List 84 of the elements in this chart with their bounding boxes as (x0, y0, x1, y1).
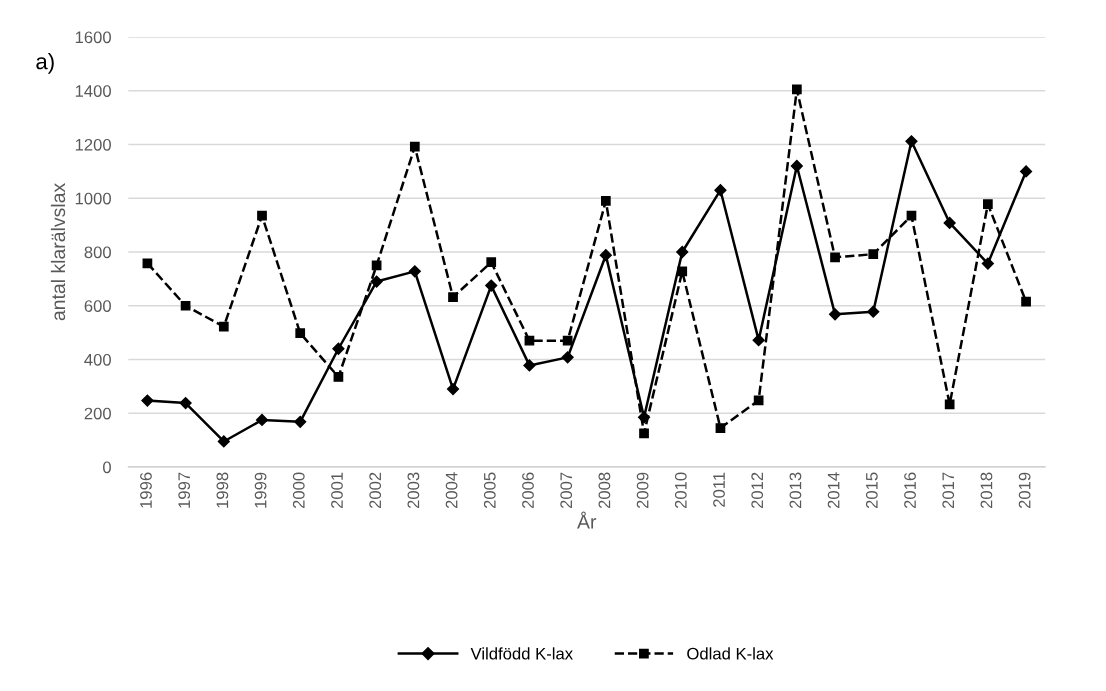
point (867, 305, 880, 318)
x-tick-label: 2016 (904, 472, 916, 509)
x-tick-label: 2001 (331, 472, 343, 509)
point (868, 249, 879, 260)
legend-label: Odlad K-lax (687, 647, 774, 660)
point (485, 279, 498, 292)
point (944, 399, 955, 410)
point (142, 258, 153, 269)
point (752, 334, 765, 347)
y-tick-label: 600 (84, 300, 111, 312)
x-tick-label: 2013 (789, 472, 802, 509)
x-tick-label: 2008 (598, 472, 611, 509)
x-tick-label: 2014 (827, 472, 840, 509)
point (294, 415, 307, 428)
point (255, 413, 269, 427)
x-tick-label: 2010 (674, 472, 687, 509)
x-tick-label: 1997 (178, 472, 191, 508)
text: a) (36, 53, 54, 74)
point (830, 252, 840, 263)
x-tick-label: 2006 (522, 472, 534, 509)
point (943, 216, 956, 230)
x-tick-label: 1999 (254, 472, 267, 508)
point (639, 428, 649, 439)
point (218, 321, 229, 332)
point (524, 335, 535, 346)
point (561, 351, 574, 364)
y-tick-label: 1600 (75, 31, 111, 44)
y-axis-title: antal klarälvslax (50, 183, 66, 321)
x-tick-label: 2009 (636, 472, 649, 509)
point (714, 184, 727, 197)
point (333, 372, 344, 382)
point (370, 275, 383, 288)
legend-label: Vildfödd K-lax (470, 647, 573, 660)
x-tick-label: 2015 (865, 472, 878, 509)
point (446, 382, 460, 396)
point (562, 335, 573, 346)
x-tick-label: 2011 (713, 472, 725, 507)
x-tick-label: 2012 (751, 472, 764, 509)
point (791, 84, 802, 95)
x-tick-label: 2019 (1018, 472, 1031, 509)
point (715, 423, 726, 433)
x-tick-label: 2005 (483, 472, 496, 509)
point (180, 300, 191, 311)
point (408, 265, 421, 278)
point (257, 210, 267, 221)
x-tick-label: 1998 (216, 472, 229, 508)
point (179, 396, 192, 410)
point (790, 159, 803, 173)
x-axis-title: År (577, 511, 597, 529)
point (983, 199, 993, 210)
x-tick-label: 1996 (140, 472, 152, 508)
point (828, 308, 842, 321)
point (217, 435, 230, 448)
point (906, 210, 917, 221)
y-tick-label: 0 (103, 461, 111, 474)
point (295, 328, 306, 339)
point (753, 395, 764, 406)
point (599, 249, 612, 262)
point (332, 342, 345, 355)
x-tick-label: 2003 (407, 472, 420, 509)
x-tick-label: 2017 (942, 472, 955, 509)
x-tick-label: 2000 (292, 472, 305, 509)
y-tick-label: 200 (84, 407, 111, 420)
point (409, 141, 420, 152)
point (677, 266, 688, 277)
y-tick-label: 1000 (75, 192, 111, 205)
point (1021, 296, 1031, 307)
point (676, 245, 689, 259)
point (1019, 165, 1033, 178)
point (981, 257, 994, 270)
point (448, 292, 458, 303)
x-tick-label: 2007 (560, 472, 573, 509)
point (486, 257, 497, 268)
x-tick-label: 2004 (445, 472, 458, 509)
x-tick-label: 2002 (369, 472, 382, 509)
point (600, 196, 611, 206)
x-tick-label: 2018 (980, 472, 993, 509)
y-tick-label: 400 (84, 353, 111, 366)
point (523, 359, 536, 372)
y-tick-label: 1400 (75, 85, 111, 97)
y-tick-label: 1200 (75, 138, 111, 151)
y-tick-label: 800 (84, 246, 111, 259)
point (141, 394, 154, 407)
point (905, 135, 918, 148)
